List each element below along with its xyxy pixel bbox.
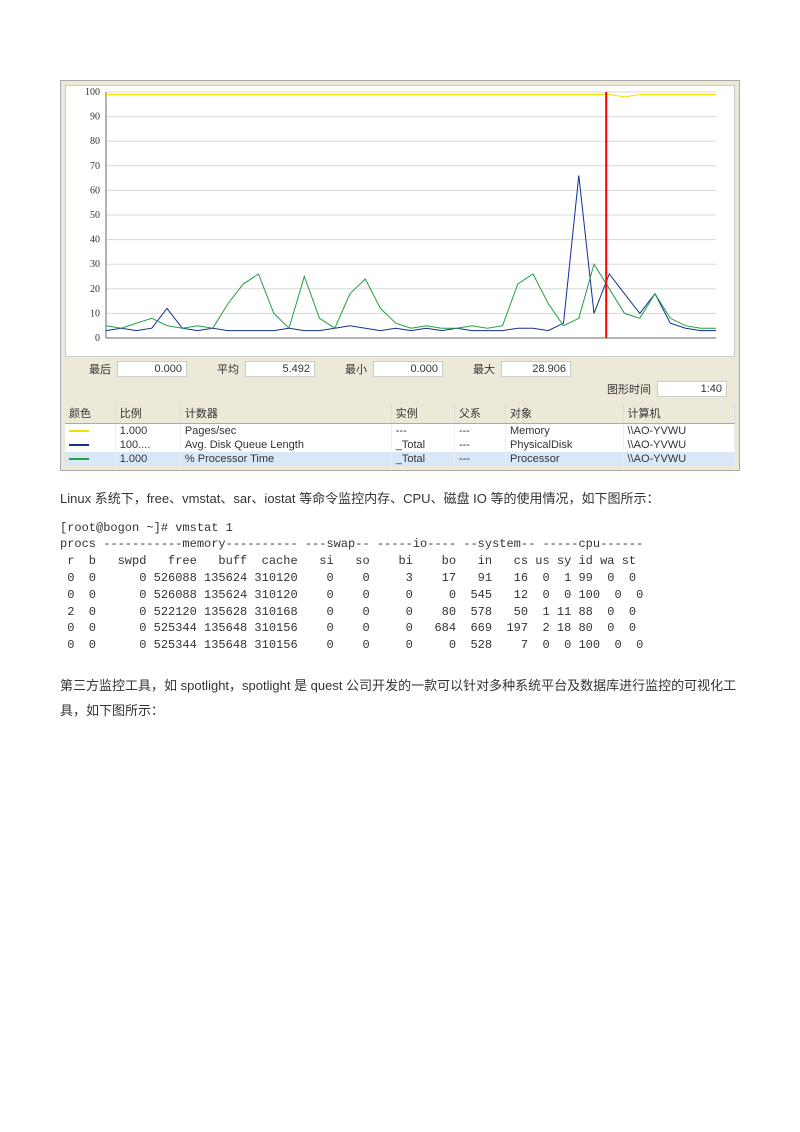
perfmon-panel: 0 10 20 30 40 50 60 70 80 90 100 最后 0.000 平均 5.492… — [60, 80, 740, 471]
counter-table-header: 实例 — [391, 403, 454, 424]
color-swatch — [69, 430, 89, 432]
svg-text:50: 50 — [90, 210, 100, 221]
counter-table-row[interactable]: 1.000Pages/sec------Memory\\AO-YVWU — [65, 424, 735, 439]
value-duration: 1:40 — [657, 381, 727, 397]
counter-table-header: 父系 — [454, 403, 505, 424]
label-avg: 平均 — [217, 361, 239, 377]
value-avg: 5.492 — [245, 361, 315, 377]
counter-table-header: 计算机 — [623, 403, 735, 424]
label-max: 最大 — [473, 361, 495, 377]
counter-table-header: 颜色 — [65, 403, 115, 424]
paragraph-linux-tools: Linux 系统下，free、vmstat、sar、iostat 等命令监控内存… — [60, 487, 740, 512]
counter-table-header: 对象 — [505, 403, 623, 424]
label-min: 最小 — [345, 361, 367, 377]
counter-table-row[interactable]: 1.000% Processor Time_Total---Processor\… — [65, 452, 735, 466]
color-swatch — [69, 444, 89, 446]
svg-text:0: 0 — [95, 333, 100, 344]
value-min: 0.000 — [373, 361, 443, 377]
value-last: 0.000 — [117, 361, 187, 377]
stats-row-2: 图形时间 1:40 — [65, 379, 735, 401]
label-last: 最后 — [89, 361, 111, 377]
value-max: 28.906 — [501, 361, 571, 377]
svg-text:10: 10 — [90, 308, 100, 319]
counter-table-header: 计数器 — [180, 403, 391, 424]
label-duration: 图形时间 — [607, 381, 651, 397]
paragraph-spotlight: 第三方监控工具，如 spotlight，spotlight 是 quest 公司… — [60, 674, 740, 723]
color-swatch — [69, 458, 89, 460]
stats-row: 最后 0.000 平均 5.492 最小 0.000 最大 28.906 — [65, 359, 735, 379]
vmstat-output: [root@bogon ~]# vmstat 1 procs ---------… — [60, 520, 740, 654]
counter-table-header: 比例 — [115, 403, 180, 424]
svg-text:60: 60 — [90, 185, 100, 196]
svg-text:30: 30 — [90, 259, 100, 270]
svg-text:100: 100 — [85, 87, 100, 98]
svg-text:20: 20 — [90, 284, 100, 295]
svg-text:40: 40 — [90, 235, 100, 246]
svg-text:70: 70 — [90, 161, 100, 172]
svg-text:80: 80 — [90, 136, 100, 147]
counter-table-row[interactable]: 100....Avg. Disk Queue Length_Total---Ph… — [65, 438, 735, 452]
svg-text:90: 90 — [90, 112, 100, 123]
counter-table: 颜色比例计数器实例父系对象计算机 1.000Pages/sec------Mem… — [65, 403, 735, 466]
perfmon-chart: 0 10 20 30 40 50 60 70 80 90 100 — [65, 85, 735, 357]
